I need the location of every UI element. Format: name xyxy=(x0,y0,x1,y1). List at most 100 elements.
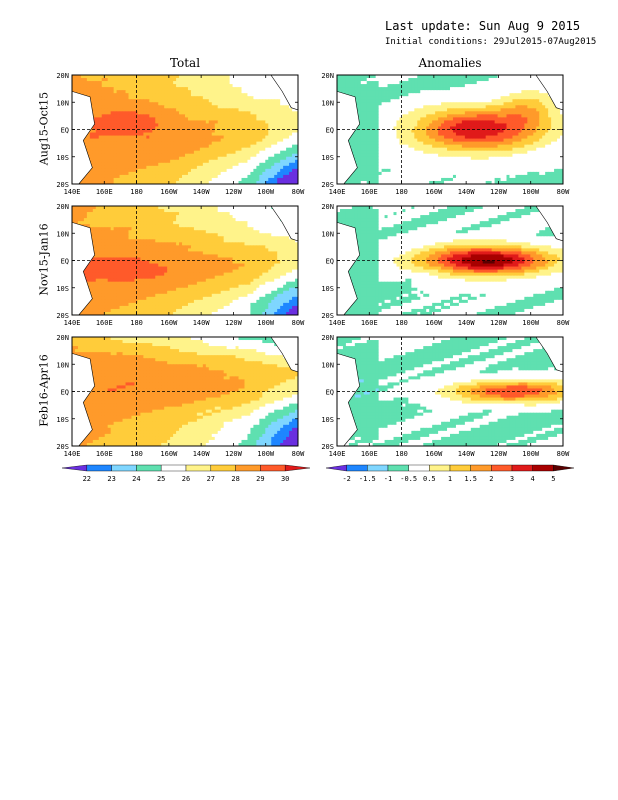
lon-tick-label: 100W xyxy=(257,319,275,327)
lon-tick-label: 160E xyxy=(361,450,378,458)
colorbar-swatch xyxy=(235,464,261,472)
lat-tick-label: 10S xyxy=(56,285,69,293)
anomaly-panel-1: 140E 160E 180 160W 140W 120W 100W 80W 20N 10N EQ 10… xyxy=(321,203,570,327)
lat-tick-label: 10N xyxy=(321,99,334,107)
lat-tick-label: 10S xyxy=(56,416,69,424)
last-update-text: Last update: Sun Aug 9 2015 xyxy=(385,19,581,33)
colorbar-label: 28 xyxy=(231,475,239,483)
lon-tick-label: 180 xyxy=(395,450,408,458)
lon-tick-label: 140W xyxy=(193,450,211,458)
lat-tick-label: 10N xyxy=(321,361,334,369)
lon-tick-label: 80W xyxy=(557,450,570,458)
colorbar-swatch xyxy=(429,464,451,472)
lon-tick-label: 140E xyxy=(64,450,81,458)
colorbar-label: 22 xyxy=(83,475,91,483)
lon-tick-label: 160W xyxy=(160,319,178,327)
lon-tick-label: 80W xyxy=(292,450,305,458)
colorbar-swatch xyxy=(449,464,471,472)
colorbar-swatch xyxy=(185,464,211,472)
land-central-america xyxy=(535,75,563,111)
colorbar-swatch xyxy=(325,464,347,472)
colorbar-label: 1.5 xyxy=(464,475,477,483)
lon-tick-label: 160E xyxy=(361,319,378,327)
total-panel-0: 140E 160E 180 160W 140W 120W 100W 80W 20N 10N EQ 10… xyxy=(56,72,305,196)
colorbar-label: 30 xyxy=(281,475,289,483)
lon-tick-label: 160W xyxy=(425,450,443,458)
land-west xyxy=(337,353,360,446)
colorbar-label: 4 xyxy=(531,475,535,483)
lon-tick-label: 140W xyxy=(193,319,211,327)
lon-tick-label: 140W xyxy=(458,319,476,327)
lat-tick-label: 10S xyxy=(56,154,69,162)
lat-tick-label: 20S xyxy=(321,312,334,320)
lat-tick-label: EQ xyxy=(326,389,334,397)
lon-tick-label: 100W xyxy=(522,319,540,327)
colorbar-label: 2 xyxy=(489,475,493,483)
lon-tick-label: 120W xyxy=(225,319,243,327)
colorbar-swatch xyxy=(346,464,368,472)
anomaly-panel-2: 140E 160E 180 160W 140W 120W 100W 80W 20N 10N EQ 10… xyxy=(321,334,570,458)
lon-tick-label: 160W xyxy=(425,319,443,327)
lon-tick-label: 120W xyxy=(225,450,243,458)
lon-tick-label: 160W xyxy=(160,188,178,196)
lat-tick-label: 10N xyxy=(321,230,334,238)
lon-tick-label: 100W xyxy=(257,188,275,196)
anomaly-panel-0: 140E 160E 180 160W 140W 120W 100W 80W 20N 10N EQ 10… xyxy=(321,72,570,196)
lat-tick-label: 20N xyxy=(321,203,334,211)
lon-tick-label: 140E xyxy=(64,188,81,196)
column-title-total: Total xyxy=(169,56,201,70)
lon-tick-label: 80W xyxy=(292,319,305,327)
land-central-america xyxy=(270,206,298,242)
colorbar-label: -2 xyxy=(342,475,350,483)
land-west xyxy=(72,353,95,446)
initial-conditions-text: Initial conditions: 29Jul2015-07Aug2015 xyxy=(385,37,597,47)
colorbar-label: 27 xyxy=(207,475,215,483)
lon-tick-label: 160E xyxy=(96,319,113,327)
colorbar-swatch xyxy=(367,464,389,472)
colorbar-label: 5 xyxy=(551,475,555,483)
colorbar-swatch xyxy=(111,464,137,472)
lat-tick-label: 20N xyxy=(56,203,69,211)
colorbar-label: 24 xyxy=(132,475,140,483)
lon-tick-label: 180 xyxy=(130,319,143,327)
land-central-america xyxy=(535,206,563,242)
lon-tick-label: 100W xyxy=(522,450,540,458)
total-panel-1: 140E 160E 180 160W 140W 120W 100W 80W 20N 10N EQ 10… xyxy=(56,203,305,327)
lon-tick-label: 180 xyxy=(130,188,143,196)
lon-tick-label: 160E xyxy=(96,450,113,458)
total-colorbar: 22 23 24 25 26 27 28 29 30 xyxy=(61,464,311,483)
land-west xyxy=(337,222,360,315)
lon-tick-label: 180 xyxy=(395,319,408,327)
colorbar-label: 25 xyxy=(157,475,165,483)
lat-tick-label: 20N xyxy=(56,334,69,342)
colorbar-swatch xyxy=(61,464,87,472)
lon-tick-label: 140E xyxy=(329,450,346,458)
lat-tick-label: EQ xyxy=(61,127,69,135)
colorbar-swatch xyxy=(136,464,162,472)
colorbar-swatch xyxy=(491,464,513,472)
lat-tick-label: 10S xyxy=(321,285,334,293)
lon-tick-label: 140W xyxy=(458,188,476,196)
colorbar-swatch xyxy=(532,464,554,472)
lon-tick-label: 180 xyxy=(395,188,408,196)
colorbar-label: 1 xyxy=(448,475,452,483)
lat-tick-label: 20S xyxy=(56,312,69,320)
colorbar-swatch xyxy=(470,464,492,472)
colorbar-swatch xyxy=(387,464,409,472)
colorbar-swatch xyxy=(161,464,187,472)
colorbar-label: 26 xyxy=(182,475,190,483)
land-central-america xyxy=(270,337,298,373)
land-west xyxy=(72,91,95,184)
lon-tick-label: 160E xyxy=(361,188,378,196)
colorbar-swatch xyxy=(511,464,533,472)
lat-tick-label: 10N xyxy=(56,361,69,369)
colorbar-label: 29 xyxy=(256,475,264,483)
colorbar-label: -1.5 xyxy=(359,475,376,483)
lon-tick-label: 100W xyxy=(257,450,275,458)
colorbar-label: 0.5 xyxy=(423,475,436,483)
lat-tick-label: 10S xyxy=(321,154,334,162)
lat-tick-label: EQ xyxy=(326,258,334,266)
lat-tick-label: EQ xyxy=(61,258,69,266)
lon-tick-label: 160E xyxy=(96,188,113,196)
